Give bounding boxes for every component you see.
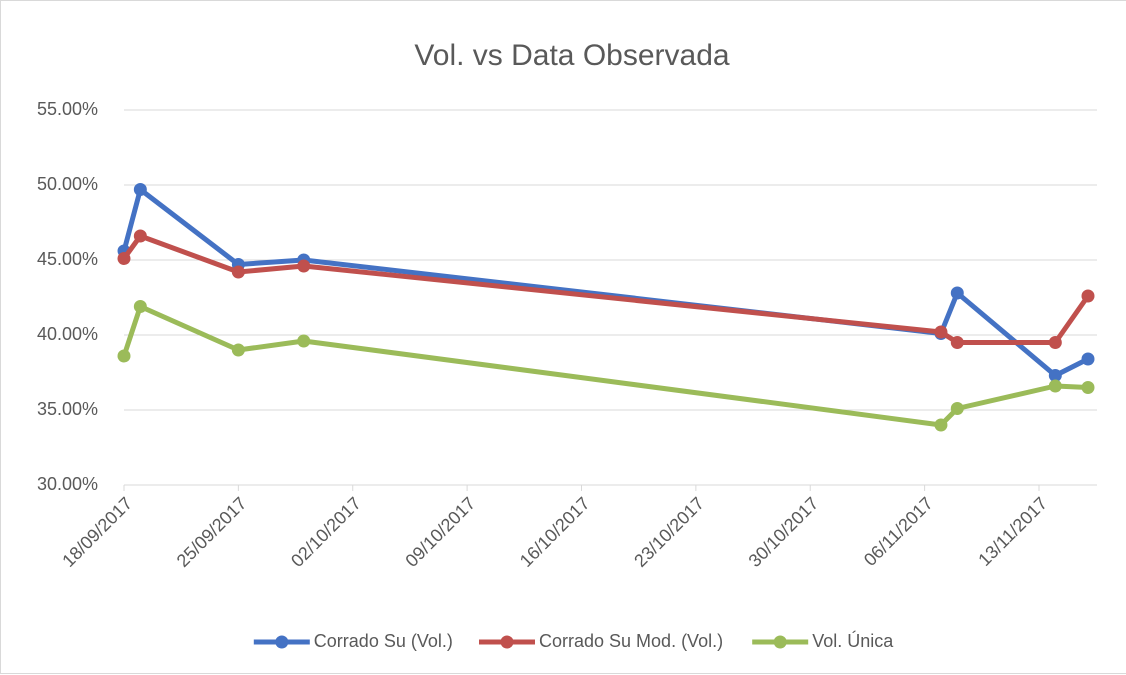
- marker: [117, 349, 131, 363]
- legend-marker: [275, 635, 289, 649]
- marker: [297, 334, 311, 348]
- y-tick-label: 35.00%: [37, 399, 98, 419]
- y-tick-label: 55.00%: [37, 99, 98, 119]
- marker: [231, 265, 245, 279]
- marker: [1081, 289, 1095, 303]
- y-tick-label: 40.00%: [37, 324, 98, 344]
- marker: [1048, 336, 1062, 349]
- legend-label: Corrado Su (Vol.): [314, 631, 453, 651]
- marker: [934, 325, 948, 339]
- marker: [1081, 381, 1095, 394]
- marker: [1081, 352, 1095, 366]
- marker: [1048, 379, 1062, 393]
- marker: [117, 252, 131, 265]
- legend-label: Corrado Su Mod. (Vol.): [539, 631, 723, 651]
- legend-marker: [500, 635, 514, 649]
- marker: [934, 418, 948, 432]
- marker: [950, 336, 964, 349]
- legend-marker: [773, 635, 787, 649]
- y-tick-label: 30.00%: [37, 474, 98, 494]
- marker: [133, 300, 147, 313]
- series-line: [121, 304, 1089, 428]
- marker: [231, 343, 245, 357]
- marker: [133, 183, 147, 196]
- marker: [950, 286, 964, 300]
- marker: [297, 259, 311, 273]
- marker: [1048, 369, 1062, 382]
- y-tick-label: 50.00%: [37, 174, 98, 194]
- y-tick-label: 45.00%: [37, 249, 98, 269]
- chart-title: Vol. vs Data Observada: [414, 39, 729, 72]
- marker: [950, 402, 964, 415]
- series-line: [121, 233, 1091, 345]
- marker: [133, 229, 147, 243]
- legend-label: Vol. Única: [812, 630, 894, 651]
